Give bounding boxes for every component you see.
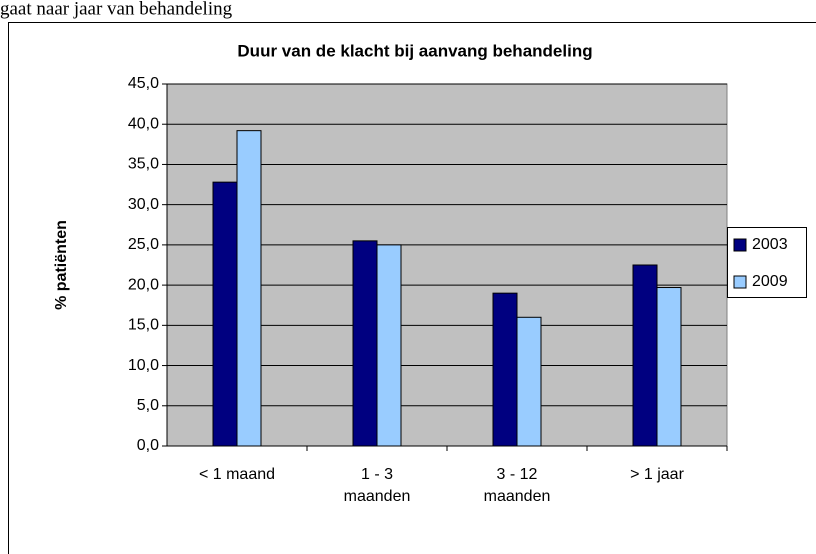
y-tick-label: 45,0 [128, 75, 159, 92]
bar [656, 287, 682, 447]
bar [516, 316, 542, 447]
bar [376, 244, 402, 447]
caption: gaat naar jaar van behandeling [0, 0, 233, 19]
x-tick-label: 1 - 3 maanden [343, 466, 411, 505]
x-tick-label: < 1 maand [198, 466, 276, 483]
chart-title: Duur van de klacht bij aanvang behandeli… [237, 41, 592, 60]
bar [352, 240, 378, 447]
bar [236, 130, 262, 447]
y-tick-label: 25,0 [128, 236, 159, 253]
y-tick-label: 40,0 [128, 115, 159, 132]
y-tick-label: 15,0 [128, 317, 159, 334]
y-tick-label: 5,0 [137, 397, 159, 414]
y-tick-label: 35,0 [128, 156, 159, 173]
bar [632, 264, 658, 447]
legend-label: 2003 [752, 236, 788, 253]
y-tick-label: 0,0 [137, 437, 159, 454]
legend-swatch [733, 275, 747, 289]
x-tick-label: 3 - 12 maanden [483, 466, 551, 505]
x-tick-label: > 1 jaar [630, 466, 684, 483]
y-axis-label: % patiënten [53, 220, 70, 310]
y-tick-label: 10,0 [128, 357, 159, 374]
legend-swatch [733, 238, 747, 252]
legend-label: 2009 [752, 273, 788, 290]
y-tick-label: 30,0 [128, 196, 159, 213]
y-tick-label: 20,0 [128, 276, 159, 293]
bar [212, 181, 238, 447]
bar [492, 292, 518, 447]
